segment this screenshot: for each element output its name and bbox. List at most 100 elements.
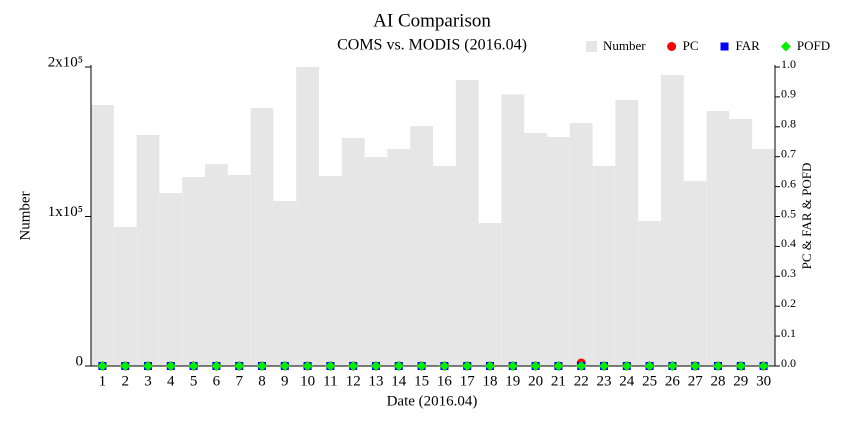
y-tick-label: 1x10⁵ xyxy=(48,204,83,220)
y-tick-label: 2x10⁵ xyxy=(48,54,83,70)
point-diamond xyxy=(302,361,313,371)
point-diamond xyxy=(462,361,473,371)
bar xyxy=(455,80,479,366)
y2-tick-label: 1.0 xyxy=(781,57,796,71)
x-tick-label: 15 xyxy=(414,373,429,389)
bar xyxy=(341,138,365,366)
point-diamond xyxy=(393,361,404,371)
chart-title: AI Comparison xyxy=(373,10,491,31)
bar xyxy=(205,164,228,366)
x-tick-label: 18 xyxy=(483,373,498,389)
bar xyxy=(524,132,547,366)
point-diamond xyxy=(120,361,131,371)
point-diamond xyxy=(576,361,587,371)
x-axis-label: Date (2016.04) xyxy=(387,393,478,409)
x-tick-label: 20 xyxy=(528,373,543,389)
bar xyxy=(683,181,707,366)
legend-label: POFD xyxy=(797,38,830,53)
bar xyxy=(387,148,411,366)
point-diamond xyxy=(97,361,108,371)
point-diamond xyxy=(211,361,222,371)
legend-swatch xyxy=(780,41,791,52)
x-tick-label: 2 xyxy=(121,373,129,389)
bar xyxy=(410,126,433,367)
point-diamond xyxy=(439,361,450,371)
point-diamond xyxy=(485,361,495,371)
y2-tick-label: 0.2 xyxy=(781,296,796,310)
x-tick-label: 6 xyxy=(213,373,221,389)
bar xyxy=(250,107,274,366)
x-tick-label: 17 xyxy=(460,373,476,389)
point-diamond xyxy=(735,361,746,371)
y2-tick-label: 0.9 xyxy=(781,87,796,101)
bar xyxy=(273,200,297,366)
legend-swatch xyxy=(667,42,677,51)
point-diamond xyxy=(416,361,427,371)
point-diamond xyxy=(257,361,267,371)
bar xyxy=(569,123,593,366)
x-tick-label: 4 xyxy=(167,373,175,389)
chart-subtitle: COMS vs. MODIS (2016.04) xyxy=(337,37,527,54)
point-diamond xyxy=(758,361,769,371)
point-diamond xyxy=(371,361,381,371)
legend-label: FAR xyxy=(736,38,761,53)
bar xyxy=(638,220,661,366)
x-tick-label: 3 xyxy=(144,373,152,389)
legend-label: PC xyxy=(683,38,699,53)
x-tick-label: 28 xyxy=(711,373,726,389)
x-tick-label: 22 xyxy=(574,373,589,389)
point-diamond xyxy=(143,361,153,371)
x-tick-label: 25 xyxy=(642,373,657,389)
point-diamond xyxy=(507,361,518,371)
bar xyxy=(501,94,525,367)
bar xyxy=(91,104,114,367)
point-diamond xyxy=(621,361,632,371)
y2-tick-label: 0.6 xyxy=(781,176,796,190)
bar xyxy=(159,193,183,366)
bar xyxy=(661,75,684,366)
bar xyxy=(592,165,616,366)
x-tick-label: 13 xyxy=(369,373,384,389)
y2-tick-label: 0.8 xyxy=(781,117,796,131)
y2-tick-label: 0.3 xyxy=(781,266,796,280)
bar xyxy=(113,226,137,366)
point-diamond xyxy=(599,361,609,371)
x-tick-label: 23 xyxy=(597,373,612,389)
y2-tick-label: 0.7 xyxy=(781,146,796,160)
x-tick-label: 1 xyxy=(99,373,107,389)
x-tick-label: 16 xyxy=(437,373,453,389)
point-diamond xyxy=(644,361,655,371)
bar xyxy=(547,136,570,366)
x-tick-label: 30 xyxy=(756,373,771,389)
legend-swatch xyxy=(586,41,597,52)
bar xyxy=(615,99,639,366)
legend-swatch xyxy=(720,42,729,51)
x-tick-label: 8 xyxy=(258,373,266,389)
bar xyxy=(729,119,753,366)
y2-tick-label: 0.0 xyxy=(781,356,796,370)
point-diamond xyxy=(690,361,701,371)
bar xyxy=(136,135,160,366)
legend-label: Number xyxy=(603,38,646,53)
point-diamond xyxy=(553,361,564,371)
y-axis-label: Number xyxy=(17,191,33,240)
point-diamond xyxy=(234,361,245,371)
x-tick-label: 5 xyxy=(190,373,198,389)
x-tick-label: 12 xyxy=(346,373,361,389)
point-diamond xyxy=(348,361,359,371)
y2-tick-label: 0.4 xyxy=(781,236,796,250)
bar xyxy=(319,175,342,366)
x-tick-label: 21 xyxy=(551,373,566,389)
bar xyxy=(182,177,205,366)
point-diamond xyxy=(325,361,336,371)
x-tick-label: 27 xyxy=(688,373,704,389)
y2-axis-label: PC & FAR & POFD xyxy=(799,163,814,270)
point-diamond xyxy=(530,361,541,371)
bar xyxy=(478,223,502,366)
y-tick-label: 0 xyxy=(76,353,84,369)
bar xyxy=(364,156,388,366)
bar xyxy=(296,67,319,366)
x-tick-label: 10 xyxy=(300,373,315,389)
x-tick-label: 24 xyxy=(619,373,635,389)
